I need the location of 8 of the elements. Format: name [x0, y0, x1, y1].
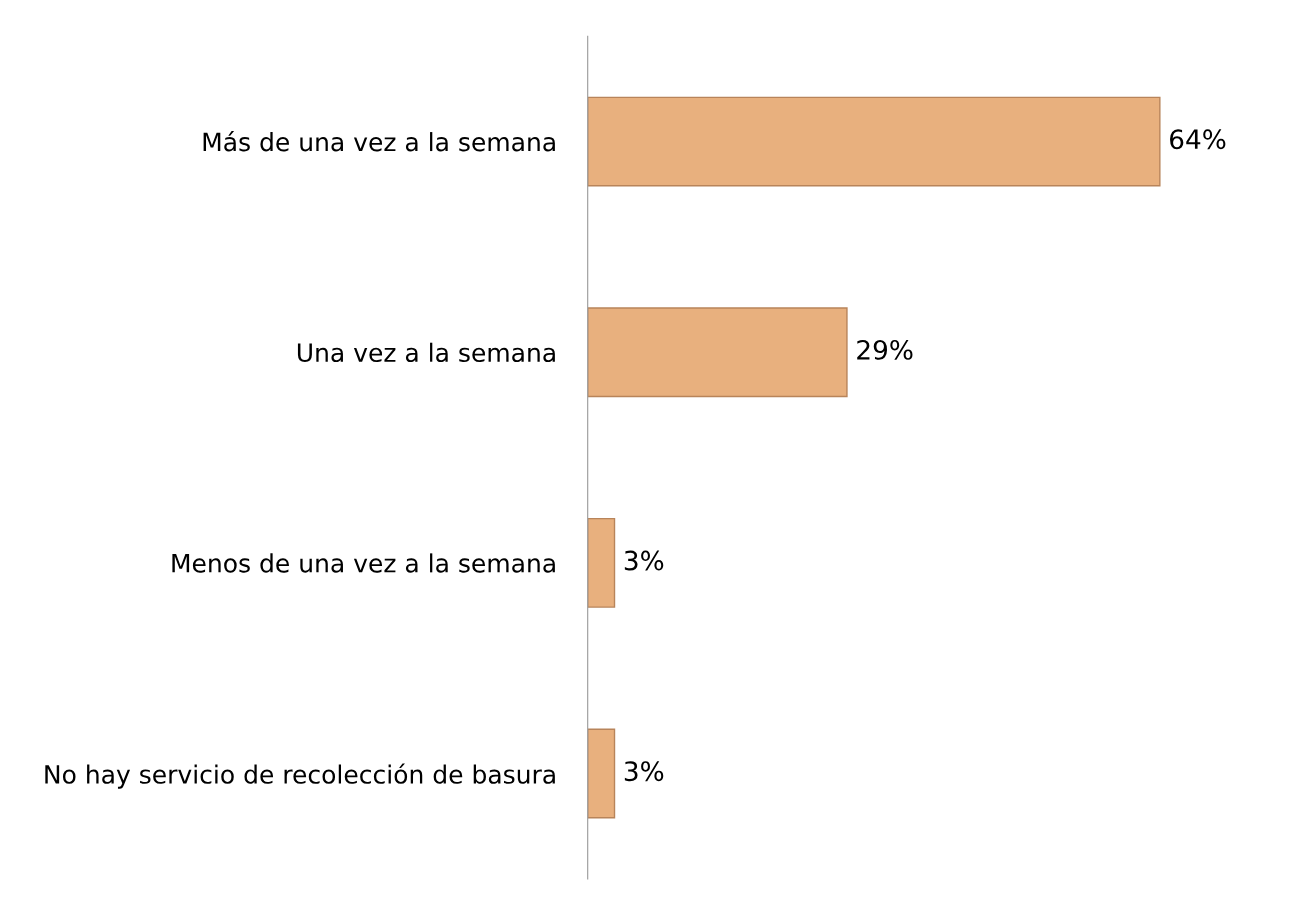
data-label: 3%	[624, 550, 664, 571]
y-tick-label: Menos de una vez a la semana	[172, 553, 555, 573]
data-label: 64%	[1170, 129, 1226, 150]
data-label: 3%	[624, 761, 664, 782]
data-label: 29%	[857, 339, 913, 360]
y-tick-label: Más de una vez a la semana	[203, 131, 555, 152]
y-tick-label: No hay servicio de recolección de basura	[45, 763, 555, 789]
y-tick-label: Una vez a la semana	[297, 342, 555, 363]
